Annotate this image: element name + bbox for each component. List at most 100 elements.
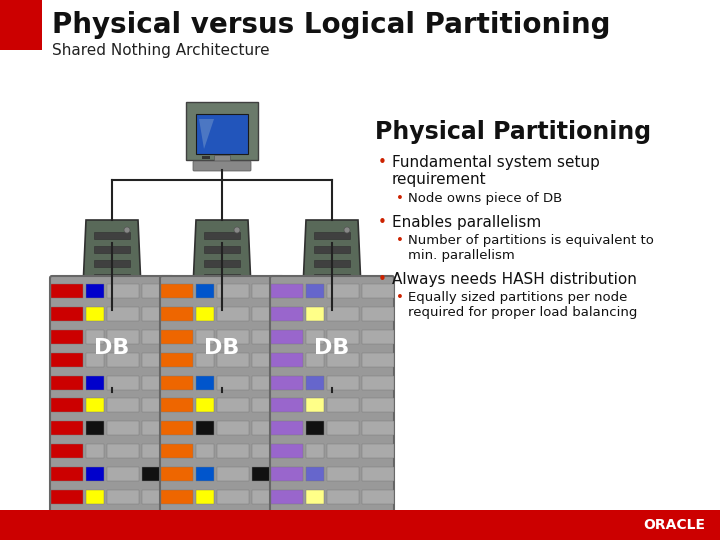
Bar	[50, 330, 83, 344]
Bar	[251, 421, 284, 435]
Bar	[142, 284, 174, 298]
Bar	[361, 467, 394, 481]
Bar	[305, 284, 323, 298]
Bar	[86, 330, 104, 344]
Bar	[196, 307, 214, 321]
Bar	[50, 284, 83, 298]
Bar	[217, 421, 248, 435]
Bar	[142, 353, 174, 367]
Text: Physical Partitioning: Physical Partitioning	[375, 120, 651, 144]
Text: Node owns piece of DB: Node owns piece of DB	[408, 192, 562, 205]
Bar	[251, 330, 284, 344]
Bar	[314, 260, 350, 267]
FancyBboxPatch shape	[270, 276, 394, 512]
Bar	[196, 490, 214, 504]
Bar	[314, 246, 350, 253]
Bar	[271, 490, 302, 504]
Bar	[305, 399, 323, 413]
Bar	[326, 421, 359, 435]
Bar	[107, 307, 138, 321]
Text: •: •	[396, 291, 404, 304]
Bar	[251, 490, 284, 504]
Bar	[142, 330, 174, 344]
Bar	[217, 467, 248, 481]
Bar	[326, 490, 359, 504]
Text: DB: DB	[315, 338, 350, 358]
Bar	[196, 467, 214, 481]
Text: •: •	[378, 155, 387, 170]
Bar	[94, 260, 130, 267]
Bar	[86, 444, 104, 458]
Text: Shared Nothing Architecture: Shared Nothing Architecture	[52, 43, 269, 57]
Bar	[50, 307, 83, 321]
Bar	[86, 467, 104, 481]
Bar	[361, 399, 394, 413]
FancyBboxPatch shape	[160, 276, 284, 512]
Bar	[76, 316, 148, 381]
FancyBboxPatch shape	[193, 161, 251, 171]
Bar	[142, 490, 174, 504]
FancyBboxPatch shape	[50, 276, 174, 512]
Text: Always needs HASH distribution: Always needs HASH distribution	[392, 272, 637, 287]
Bar	[314, 288, 350, 295]
Bar	[107, 284, 138, 298]
Bar	[326, 353, 359, 367]
Bar	[196, 399, 214, 413]
Bar	[186, 316, 258, 381]
Bar	[50, 421, 83, 435]
Bar	[86, 399, 104, 413]
Bar	[94, 274, 130, 281]
Bar	[107, 421, 138, 435]
Bar	[251, 353, 284, 367]
Bar	[271, 284, 302, 298]
Bar	[251, 399, 284, 413]
Bar	[142, 399, 174, 413]
Bar	[161, 375, 192, 389]
Bar	[196, 353, 214, 367]
Bar	[326, 399, 359, 413]
Bar	[161, 330, 192, 344]
Bar	[161, 353, 192, 367]
Bar	[161, 444, 192, 458]
Polygon shape	[302, 220, 362, 310]
Bar	[296, 316, 368, 381]
Bar	[142, 307, 174, 321]
Bar	[271, 444, 302, 458]
Bar	[251, 307, 284, 321]
Bar	[50, 467, 83, 481]
Bar	[361, 375, 394, 389]
Bar	[271, 375, 302, 389]
Bar	[204, 288, 240, 295]
Bar	[305, 444, 323, 458]
Bar	[202, 156, 210, 159]
Bar	[196, 375, 214, 389]
Bar	[196, 444, 214, 458]
Circle shape	[124, 227, 130, 233]
Bar	[217, 375, 248, 389]
Bar	[50, 375, 83, 389]
Bar	[217, 353, 248, 367]
Bar	[50, 490, 83, 504]
Text: ORACLE: ORACLE	[643, 518, 705, 532]
Bar	[86, 307, 104, 321]
Text: DB: DB	[204, 338, 240, 358]
Text: Fundamental system setup
requirement: Fundamental system setup requirement	[392, 155, 600, 187]
Polygon shape	[192, 220, 252, 310]
Bar	[107, 490, 138, 504]
Bar	[86, 284, 104, 298]
Bar	[107, 330, 138, 344]
Bar	[107, 375, 138, 389]
Bar	[86, 353, 104, 367]
Bar	[326, 307, 359, 321]
Bar	[196, 284, 214, 298]
Bar	[305, 375, 323, 389]
Bar	[217, 490, 248, 504]
Bar	[305, 353, 323, 367]
Bar	[107, 353, 138, 367]
Bar	[217, 284, 248, 298]
Polygon shape	[82, 220, 142, 310]
Bar	[251, 444, 284, 458]
Ellipse shape	[76, 309, 148, 323]
Text: •: •	[396, 192, 404, 205]
Ellipse shape	[76, 374, 148, 388]
